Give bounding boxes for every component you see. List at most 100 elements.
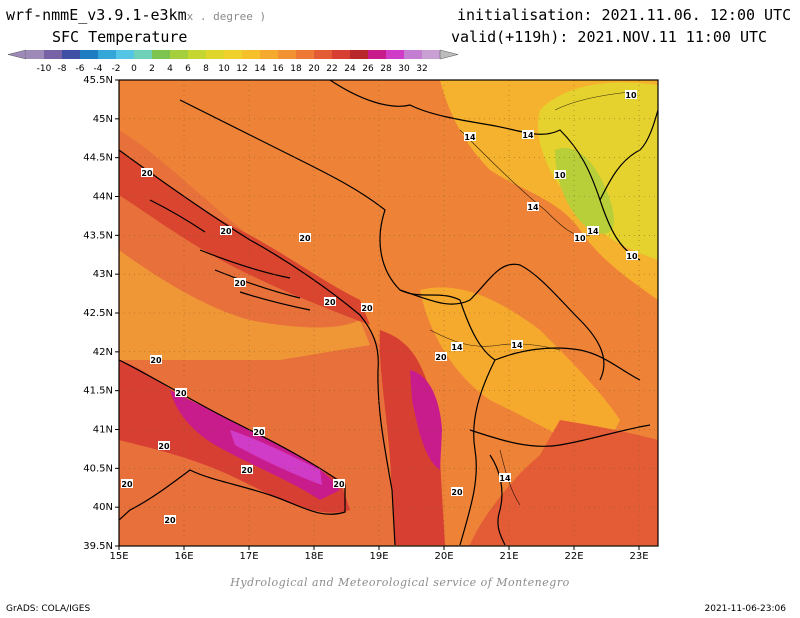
colorbar-swatch bbox=[314, 50, 333, 59]
colorbar-swatch bbox=[260, 50, 279, 59]
contour-label-bg bbox=[625, 90, 637, 99]
colorbar-label: 14 bbox=[254, 64, 266, 74]
render-timestamp: 2021-11-06-23:06 bbox=[704, 604, 787, 614]
lon-label: 21E bbox=[499, 551, 518, 562]
colorbar-label: -4 bbox=[94, 64, 103, 74]
contour-label: 20 bbox=[253, 428, 265, 437]
contour-label: 14 bbox=[499, 474, 511, 483]
colorbar-swatch bbox=[332, 50, 351, 59]
colorbar-swatch bbox=[404, 50, 423, 59]
contour-label: 20 bbox=[241, 466, 253, 475]
contour-label: 10 bbox=[574, 234, 586, 243]
contour-label-bg bbox=[241, 465, 253, 474]
contour-label-bg bbox=[499, 473, 511, 482]
contour-label-bg bbox=[527, 202, 539, 211]
italy-hottest bbox=[230, 430, 322, 485]
lat-label: 41.5N bbox=[83, 386, 113, 397]
contour-label-bg bbox=[435, 352, 447, 361]
colorbar-swatch bbox=[278, 50, 297, 59]
border-line-7 bbox=[599, 109, 658, 201]
contour-label: 14 bbox=[451, 343, 463, 352]
colorbar-label: 2 bbox=[149, 64, 155, 74]
colorbar-swatch bbox=[368, 50, 387, 59]
contour-label-bg bbox=[121, 479, 133, 488]
contour-label: 20 bbox=[299, 234, 311, 243]
lat-label: 42N bbox=[93, 347, 113, 358]
colorbar-arrow-right bbox=[439, 49, 459, 60]
contour-label-bg bbox=[451, 342, 463, 351]
contour-label: 10 bbox=[625, 91, 637, 100]
colorbar-label: 32 bbox=[416, 64, 427, 74]
color-legend: -10 -8 -6 -4 -2 0 2 4 6 8 10 12 14 16 18 20 22 24 26 28 30 32 bbox=[7, 49, 459, 74]
colorbar-swatch bbox=[206, 50, 225, 59]
contour-label-bg bbox=[361, 303, 373, 312]
colorbar-swatch bbox=[224, 50, 243, 59]
contour-label: 20 bbox=[164, 516, 176, 525]
colorbar-label: -8 bbox=[58, 64, 67, 74]
lat-label: 42.5N bbox=[83, 308, 113, 319]
colorbar-label: 18 bbox=[290, 64, 302, 74]
lat-label: 44.5N bbox=[83, 153, 113, 164]
interior-region bbox=[420, 287, 620, 460]
contour-label-bg bbox=[333, 479, 345, 488]
colorbar-label: 8 bbox=[203, 64, 209, 74]
lon-label: 18E bbox=[304, 551, 323, 562]
border-line-5 bbox=[469, 424, 651, 447]
contour-label-bg bbox=[220, 226, 232, 235]
coldest-region bbox=[555, 148, 614, 234]
contour-label: 20 bbox=[333, 480, 345, 489]
lat-label: 43N bbox=[93, 269, 113, 280]
island-1 bbox=[199, 249, 291, 279]
contour-label-bg bbox=[175, 388, 187, 397]
contour-label-bg bbox=[522, 130, 534, 139]
colorbar-swatch bbox=[188, 50, 207, 59]
colorbar-swatch bbox=[26, 50, 45, 59]
contour-label-bg bbox=[299, 233, 311, 242]
valid-time: valid(+119h): 2021.NOV.11 11:00 UTC bbox=[451, 28, 768, 46]
contour-label-bg bbox=[587, 226, 599, 235]
coastal-warm-band bbox=[119, 150, 370, 325]
colorbar-label: 30 bbox=[398, 64, 410, 74]
island-3 bbox=[239, 291, 311, 311]
albania-warm bbox=[379, 330, 445, 545]
contour-label: 20 bbox=[451, 488, 463, 497]
lon-label: 15E bbox=[109, 551, 128, 562]
colorbar-label: 20 bbox=[308, 64, 320, 74]
colorbar-label: 6 bbox=[185, 64, 191, 74]
lon-label: 16E bbox=[174, 551, 193, 562]
border-line-4 bbox=[494, 347, 641, 381]
contour-label-bg bbox=[554, 170, 566, 179]
contour-label: 10 bbox=[554, 171, 566, 180]
colorbar-swatch bbox=[296, 50, 315, 59]
lat-label: 40N bbox=[93, 502, 113, 513]
colorbar-label: 0 bbox=[131, 64, 137, 74]
lon-label: 23E bbox=[629, 551, 648, 562]
lat-label: 45.5N bbox=[83, 75, 113, 86]
colorbar-label: 4 bbox=[167, 64, 173, 74]
variable-title: SFC Temperature bbox=[52, 28, 188, 46]
contour-label: 14 bbox=[522, 131, 534, 140]
colorbar-swatch bbox=[422, 50, 441, 59]
colorbar-swatch bbox=[44, 50, 63, 59]
lon-label: 17E bbox=[239, 551, 258, 562]
lat-label: 44N bbox=[93, 192, 113, 203]
contour-label-bg bbox=[324, 297, 336, 306]
model-name: wrf-nmmE_v3.9.1-e3km bbox=[6, 6, 187, 24]
contour-label-bg bbox=[150, 355, 162, 364]
contour-label-bg bbox=[511, 340, 523, 349]
colorbar-label: 16 bbox=[272, 64, 284, 74]
contour-label: 14 bbox=[464, 133, 476, 142]
border-line-3 bbox=[399, 263, 605, 381]
colorbar-swatch bbox=[98, 50, 117, 59]
colorbar-label: 28 bbox=[380, 64, 392, 74]
lat-label: 41N bbox=[93, 425, 113, 436]
lon-label: 22E bbox=[564, 551, 583, 562]
contour-10-north bbox=[554, 91, 631, 111]
contour-label: 14 bbox=[511, 341, 523, 350]
colorbar-label: -2 bbox=[112, 64, 121, 74]
contour-14-central bbox=[429, 329, 561, 351]
lat-label: 39.5N bbox=[83, 541, 113, 552]
contour-label: 14 bbox=[587, 227, 599, 236]
east-adriatic-coast bbox=[119, 149, 396, 546]
